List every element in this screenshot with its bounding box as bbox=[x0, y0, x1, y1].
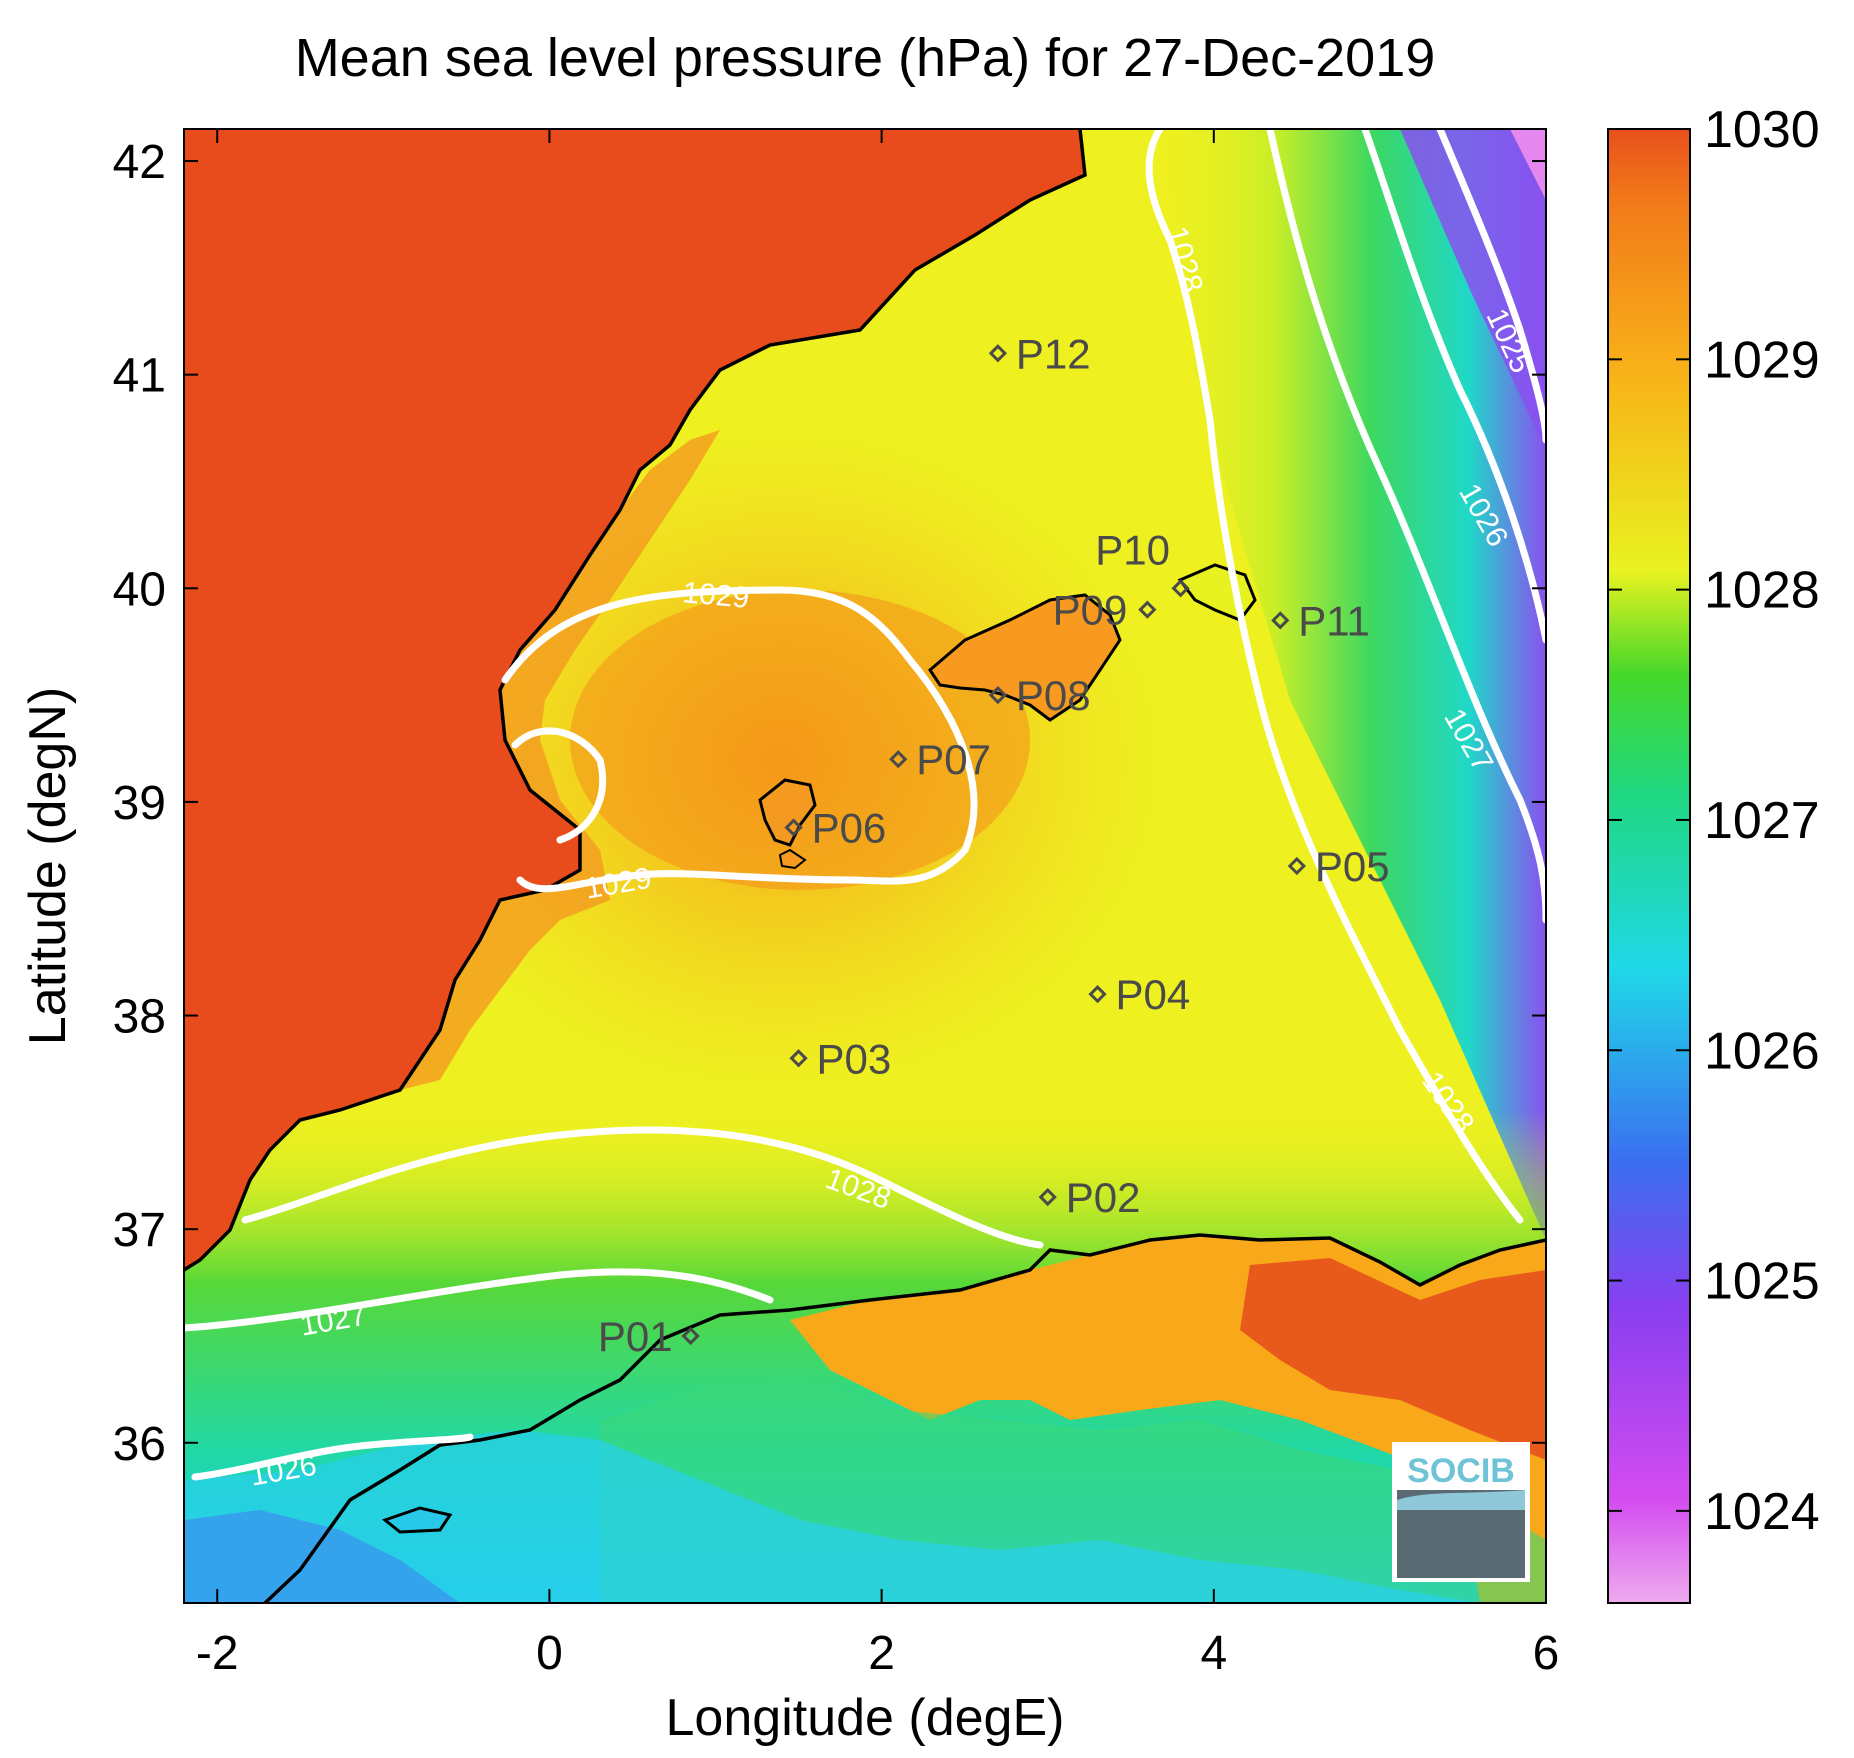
land-africa-cyan bbox=[184, 1430, 1480, 1603]
station-diamond-icon bbox=[789, 1049, 808, 1068]
station-label: P08 bbox=[1016, 672, 1091, 719]
contours bbox=[184, 129, 1546, 1481]
east-purple-field bbox=[1400, 129, 1546, 450]
station-label: P05 bbox=[1315, 843, 1390, 890]
land-alboran-island bbox=[381, 1506, 453, 1534]
east-magenta-field bbox=[1510, 129, 1546, 200]
station-label: P09 bbox=[1053, 587, 1128, 634]
station-marker[interactable]: P04 bbox=[1088, 971, 1191, 1018]
station-marker[interactable]: P12 bbox=[988, 330, 1091, 377]
land-formentera bbox=[778, 848, 807, 870]
station-label: P04 bbox=[1116, 971, 1191, 1018]
station-marker[interactable]: P05 bbox=[1287, 843, 1390, 890]
contour-1028-north-east bbox=[1145, 129, 1524, 1224]
station-diamond-icon bbox=[988, 344, 1008, 363]
station-label: P11 bbox=[1298, 597, 1370, 644]
colorbar-tick-label: 1026 bbox=[1704, 1022, 1820, 1080]
y-axis-title: Latitude (degN) bbox=[19, 687, 77, 1045]
station-marker[interactable]: P02 bbox=[1038, 1174, 1141, 1221]
contour-1026-south bbox=[191, 1433, 474, 1481]
station-marker[interactable]: P10 bbox=[1095, 526, 1190, 598]
colorbar-tick-label: 1024 bbox=[1704, 1483, 1820, 1541]
land-africa-blue bbox=[184, 1510, 460, 1603]
y-tick-label: 39 bbox=[113, 777, 166, 830]
station-diamond-icon bbox=[1138, 600, 1157, 619]
colorbar-tick-label: 1027 bbox=[1704, 792, 1820, 850]
land-mallorca bbox=[928, 593, 1122, 722]
station-diamond-icon bbox=[784, 818, 803, 837]
contour-1028-south bbox=[241, 1126, 1044, 1249]
east-low-field bbox=[1160, 129, 1546, 1240]
station-diamond-icon bbox=[1038, 1187, 1057, 1207]
station-label: P02 bbox=[1066, 1174, 1141, 1221]
contour-1027-south bbox=[184, 1268, 774, 1332]
y-tick-label: 38 bbox=[113, 991, 166, 1044]
logo-text: SOCIB bbox=[1407, 1452, 1515, 1490]
station-label: P07 bbox=[916, 736, 991, 783]
station-diamond-icon bbox=[889, 750, 908, 769]
y-tick-label: 41 bbox=[113, 350, 166, 403]
contour-1026-east bbox=[1361, 129, 1546, 644]
logo-wave bbox=[1397, 1490, 1525, 1510]
x-tick-label: -2 bbox=[196, 1627, 239, 1680]
colorbar-tick-label: 1029 bbox=[1704, 331, 1820, 389]
stations: P01 P02 P03 P04 P05 P06 P07 P08 P09 P10 P11 P12 bbox=[598, 330, 1390, 1360]
station-label: P03 bbox=[817, 1035, 892, 1082]
station-label: P12 bbox=[1016, 330, 1091, 377]
station-marker[interactable]: P08 bbox=[988, 672, 1091, 719]
station-marker[interactable]: P07 bbox=[889, 736, 991, 783]
station-diamond-icon bbox=[681, 1326, 700, 1346]
station-marker[interactable]: P03 bbox=[789, 1035, 892, 1082]
plot-frame bbox=[183, 128, 1547, 1604]
colorbar-tick-label: 1030 bbox=[1704, 101, 1820, 159]
map-area[interactable]: 1029 1029 1028 1028 1028 1027 1027 1026 … bbox=[184, 129, 1546, 1603]
x-tick-label: 6 bbox=[1533, 1627, 1560, 1680]
contour-1029-west bbox=[511, 727, 607, 844]
x-axis: -2 0 2 4 6 bbox=[196, 129, 1559, 1680]
station-diamond-icon bbox=[1271, 611, 1290, 630]
station-label: P06 bbox=[812, 805, 887, 852]
station-label: P10 bbox=[1095, 526, 1170, 573]
x-tick-label: 0 bbox=[536, 1627, 563, 1680]
coastline-iberia bbox=[184, 129, 1087, 1272]
x-tick-label: 4 bbox=[1200, 1627, 1227, 1680]
station-marker[interactable]: P06 bbox=[784, 805, 887, 852]
colorbar-ramp bbox=[1607, 128, 1691, 1604]
contour-1027-east bbox=[1266, 129, 1546, 924]
station-marker[interactable]: P11 bbox=[1271, 597, 1370, 644]
y-tick-label: 42 bbox=[113, 136, 166, 189]
land-iberia bbox=[184, 129, 1085, 1270]
station-diamond-icon bbox=[1171, 579, 1190, 598]
station-diamond-icon bbox=[1287, 856, 1306, 876]
x-axis-title: Longitude (degE) bbox=[666, 1689, 1065, 1747]
socib-logo: SOCIB bbox=[1392, 1442, 1530, 1582]
land-north-africa-red-patches bbox=[1240, 1258, 1546, 1460]
contour-label: 1029 bbox=[681, 576, 750, 615]
colorbar: 1024 1025 1026 1027 1028 1029 1030 bbox=[1607, 101, 1820, 1604]
colorbar-ticks: 1024 1025 1026 1027 1028 1029 1030 bbox=[1608, 101, 1820, 1541]
coastline-africa bbox=[263, 1233, 1546, 1603]
colorbar-tick-label: 1028 bbox=[1704, 562, 1820, 620]
contour-1029-main bbox=[501, 586, 978, 893]
contour-1025 bbox=[1436, 129, 1546, 444]
x-tick-label: 2 bbox=[868, 1627, 895, 1680]
station-marker[interactable]: P09 bbox=[1053, 587, 1157, 634]
chart-title: Mean sea level pressure (hPa) for 27-Dec… bbox=[295, 28, 1436, 88]
station-diamond-icon bbox=[1088, 985, 1107, 1004]
y-axis: 36 37 38 39 40 41 42 bbox=[113, 136, 1546, 1471]
colorbar-tick-label: 1025 bbox=[1704, 1253, 1820, 1311]
y-tick-label: 36 bbox=[113, 1418, 166, 1471]
y-tick-label: 37 bbox=[113, 1204, 166, 1257]
y-tick-label: 40 bbox=[113, 563, 166, 616]
station-marker[interactable]: P01 bbox=[598, 1313, 700, 1360]
station-label: P01 bbox=[598, 1313, 673, 1360]
station-diamond-icon bbox=[988, 685, 1008, 705]
